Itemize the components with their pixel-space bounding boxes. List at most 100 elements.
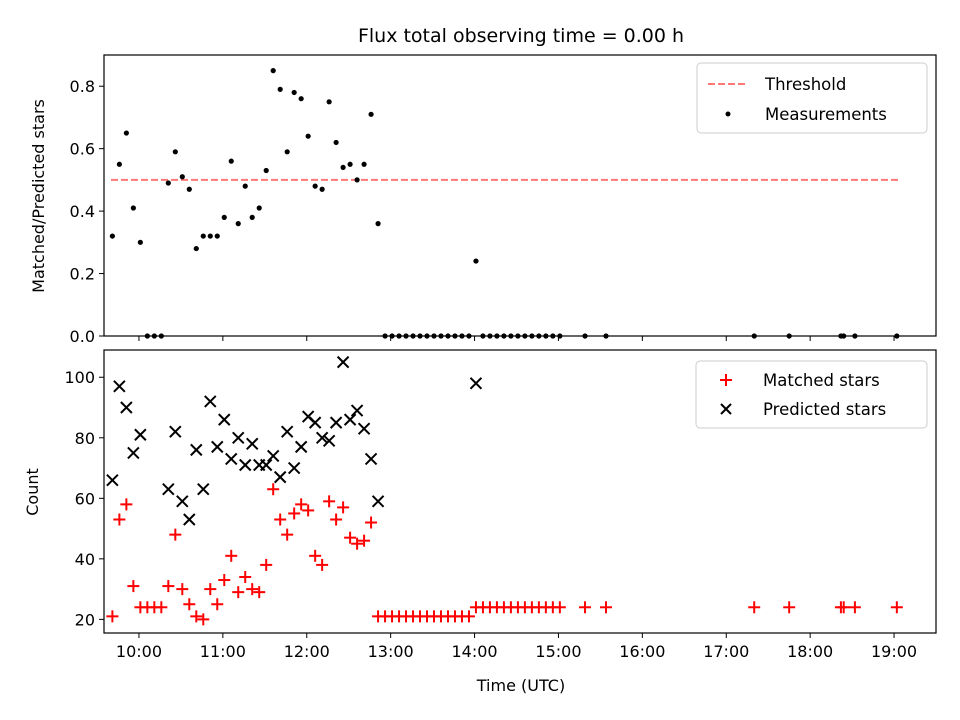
predicted-star-point xyxy=(183,513,196,526)
predicted-star-point xyxy=(225,452,238,466)
bottom-x-tick-label: 11:00 xyxy=(200,642,246,661)
predicted-star-point xyxy=(127,446,140,460)
measurement-point xyxy=(263,167,269,174)
predicted-star-point xyxy=(357,422,371,435)
predicted-star-point xyxy=(371,495,385,508)
measurement-point xyxy=(347,161,353,167)
matched-star-point xyxy=(155,601,168,614)
predicted-star-point xyxy=(259,458,273,472)
predicted-star-point xyxy=(329,416,343,429)
measurement-point xyxy=(172,149,178,155)
matched-star-point xyxy=(232,586,245,599)
top-y-axis: 0.0 0.2 0.4 0.6 0.8 xyxy=(70,77,104,346)
bottom-y-tick-label: 40 xyxy=(75,550,95,569)
measurement-point xyxy=(375,221,381,227)
top-y-tick-label: 0.6 xyxy=(70,140,95,159)
measurement-point xyxy=(270,68,276,74)
predicted-star-point xyxy=(322,434,336,448)
measurement-point xyxy=(319,186,325,192)
matched-star-point xyxy=(365,516,378,529)
matched-star-point xyxy=(218,574,231,587)
bottom-x-axis-label: Time (UTC) xyxy=(476,676,565,695)
bottom-x-axis: 10:00 11:00 12:00 13:00 14:00 15:00 16:00 17:00… xyxy=(116,633,917,661)
matched-star-point xyxy=(344,531,357,544)
measurement-point xyxy=(235,221,241,227)
predicted-star-point xyxy=(343,413,357,426)
predicted-star-point xyxy=(336,355,350,369)
matched-star-point xyxy=(267,483,280,496)
matched-star-point xyxy=(106,610,119,623)
measurement-point xyxy=(256,205,262,211)
top-legend-box xyxy=(696,62,928,134)
bottom-y-tick-label: 60 xyxy=(75,489,95,508)
predicted-star-point xyxy=(211,440,224,454)
bottom-y-tick-label: 100 xyxy=(64,368,95,387)
measurement-point xyxy=(326,99,332,105)
matched-star-point xyxy=(120,498,133,511)
predicted-star-point xyxy=(176,495,189,508)
predicted-star-point xyxy=(246,437,259,451)
bottom-x-tick-label: 17:00 xyxy=(703,642,749,661)
matched-star-point xyxy=(239,571,252,584)
matched-star-point xyxy=(553,601,566,614)
predicted-star-point xyxy=(218,413,231,426)
measurement-point xyxy=(305,133,311,139)
top-x-axis xyxy=(138,336,895,341)
bottom-x-tick-label: 16:00 xyxy=(619,642,665,661)
top-y-tick-label: 0.2 xyxy=(70,265,95,284)
measurement-point xyxy=(228,158,234,164)
matched-star-point xyxy=(197,613,210,626)
measurement-point xyxy=(221,214,227,220)
predicted-star-point xyxy=(294,440,308,454)
matched-star-point xyxy=(281,528,294,541)
predicted-star-point xyxy=(162,483,175,496)
measurement-point xyxy=(284,149,290,155)
measurement-point xyxy=(137,239,143,245)
matched-star-point xyxy=(351,537,364,550)
bottom-x-tick-label: 15:00 xyxy=(535,642,581,661)
matched-star-point xyxy=(204,583,217,596)
predicted-star-point xyxy=(364,452,378,466)
matched-star-point xyxy=(599,601,612,614)
matched-star-point xyxy=(127,580,140,593)
measurement-point xyxy=(207,233,213,239)
matched-star-point xyxy=(183,598,196,611)
legend-predicted-swatch xyxy=(720,403,732,415)
bottom-y-axis: 20 40 60 80 100 xyxy=(64,368,104,629)
bottom-y-axis-label: Count xyxy=(23,468,42,516)
matched-star-point xyxy=(169,528,182,541)
matched-star-point xyxy=(162,580,175,593)
bottom-y-tick-label: 80 xyxy=(75,429,95,448)
bottom-x-tick-label: 19:00 xyxy=(871,642,917,661)
matched-star-point xyxy=(323,495,336,508)
matched-star-point xyxy=(246,583,259,596)
predicted-star-point xyxy=(239,458,252,472)
matched-star-point xyxy=(337,501,350,514)
predicted-star-point xyxy=(169,425,182,438)
predicted-star-point xyxy=(280,425,294,438)
measurement-point xyxy=(361,161,367,167)
measurement-point xyxy=(277,86,283,92)
predicted-star-point xyxy=(232,431,245,444)
bottom-legend-box xyxy=(695,360,928,429)
matched-star-point xyxy=(309,549,322,562)
legend-matched-label: Matched stars xyxy=(763,371,880,390)
matched-star-point xyxy=(837,601,850,614)
matched-star-point xyxy=(253,586,266,599)
measurement-point xyxy=(109,233,115,239)
predicted-star-point xyxy=(120,401,133,414)
measurement-point xyxy=(179,174,185,180)
predicted-star-point xyxy=(134,428,147,441)
measurement-point xyxy=(200,233,206,239)
bottom-x-tick-label: 12:00 xyxy=(284,642,330,661)
matched-star-point xyxy=(274,513,287,526)
matched-star-point xyxy=(302,504,315,517)
measurement-point xyxy=(473,258,479,264)
legend-measurements-swatch xyxy=(725,111,731,117)
top-y-axis-label: Matched/Predicted stars xyxy=(29,99,48,293)
legend-matched-swatch xyxy=(720,374,732,386)
predicted-star-point xyxy=(350,404,364,417)
matched-star-point xyxy=(316,558,329,571)
predicted-star-point xyxy=(204,395,217,408)
